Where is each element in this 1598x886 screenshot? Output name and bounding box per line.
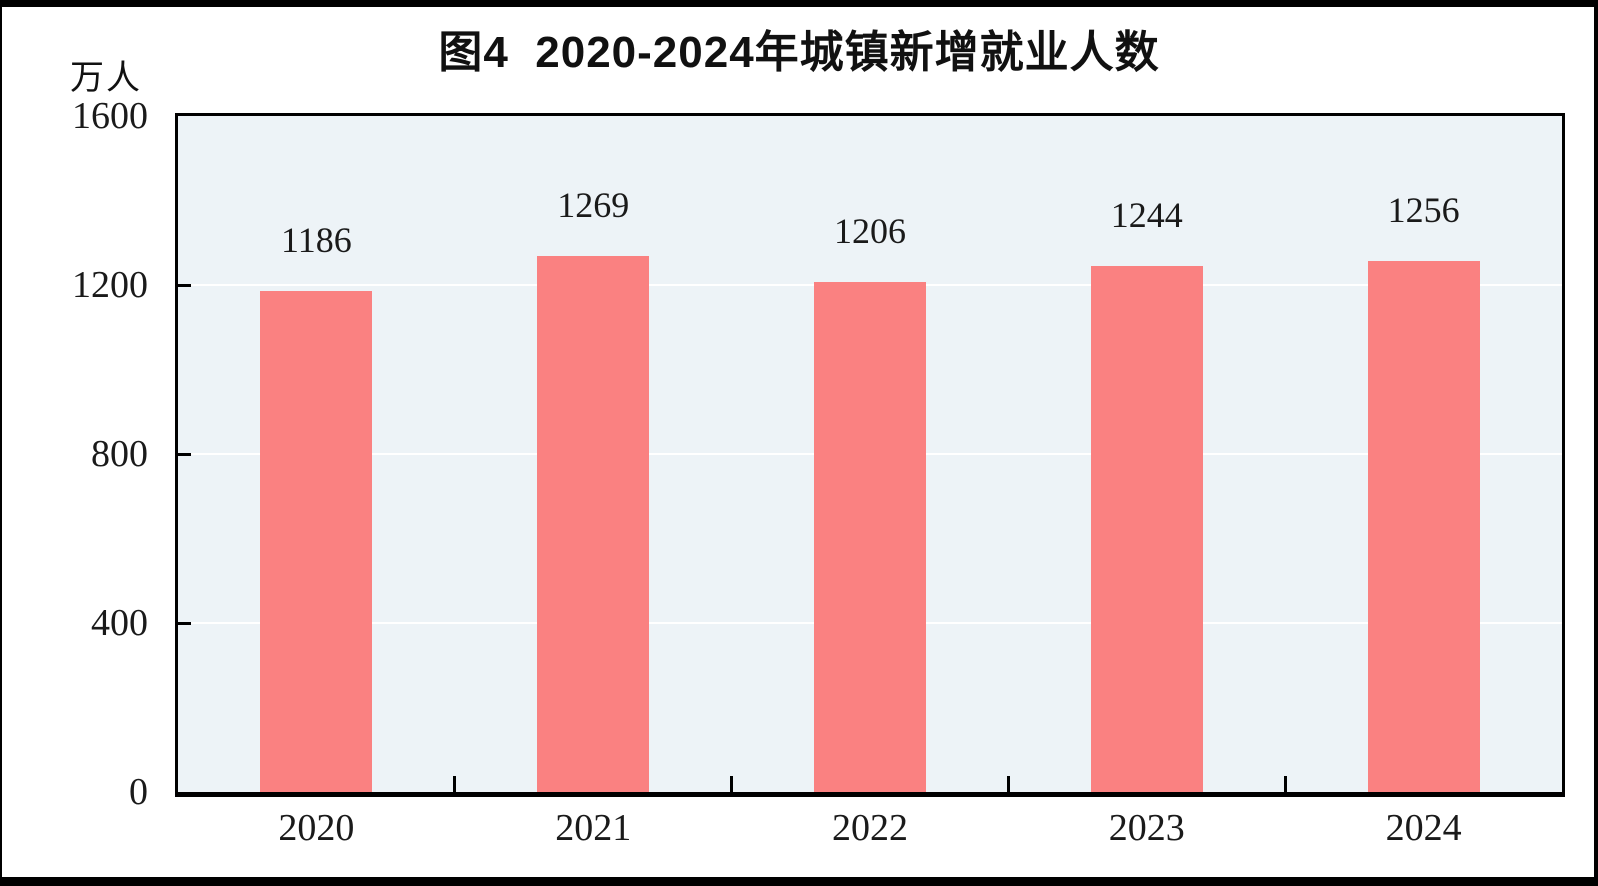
bar-2022	[814, 282, 926, 792]
bar-2021	[537, 255, 650, 792]
x-tick-mark-3	[1006, 776, 1010, 792]
value-label-2020: 1186	[281, 219, 352, 260]
chart-title: 图4 2020-2024年城镇新增就业人数	[438, 28, 1160, 77]
y-axis-label-800: 800	[91, 433, 148, 475]
x-axis-category-labels: 2020 2021 2022 2023 2024	[178, 806, 1562, 850]
x-axis-label-2024: 2024	[1385, 807, 1462, 849]
x-tick-mark-1	[453, 776, 457, 792]
value-label-2024: 1256	[1387, 190, 1460, 231]
y-axis-label-0: 0	[129, 771, 148, 813]
y-axis-tick-labels: 0 400 800 1200 1600	[30, 97, 148, 811]
page-border-right	[1594, 0, 1598, 886]
x-axis-label-2023: 2023	[1108, 807, 1185, 849]
y-tick-mark-1200	[178, 283, 191, 287]
value-label-2022: 1206	[834, 211, 906, 252]
y-tick-mark-400	[178, 621, 191, 625]
x-axis-label-2021: 2021	[555, 807, 632, 849]
value-label-2021: 1269	[557, 184, 630, 225]
page-border-left	[0, 0, 2, 886]
y-axis-label-1600: 1600	[72, 95, 148, 137]
plot-area: 1186 1269 1206 1244 1256	[175, 113, 1565, 797]
x-tick-mark-4	[1283, 776, 1287, 792]
bar-2020	[260, 290, 373, 792]
x-axis-label-2022: 2022	[831, 807, 908, 849]
x-axis-label-2020: 2020	[278, 807, 355, 849]
y-axis-unit-label: 万人	[70, 60, 142, 97]
page-border-top	[0, 0, 1598, 7]
y-axis-label-400: 400	[91, 602, 148, 644]
page-border-bottom	[0, 877, 1598, 886]
x-tick-mark-2	[730, 776, 734, 792]
value-label-2023: 1244	[1110, 195, 1183, 236]
y-tick-mark-800	[178, 452, 191, 456]
y-axis-label-1200: 1200	[72, 264, 148, 306]
bar-2024	[1367, 261, 1480, 792]
bar-2023	[1090, 266, 1203, 792]
